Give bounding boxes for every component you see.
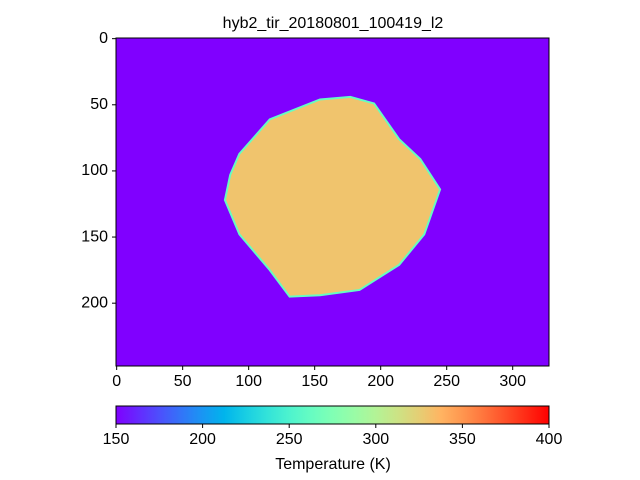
y-tick-label: 150 — [81, 228, 108, 245]
x-tick-label: 200 — [367, 373, 394, 390]
colorbar — [115, 405, 550, 425]
y-tick-label: 0 — [99, 30, 108, 47]
y-tick-label: 50 — [90, 96, 108, 113]
y-tick-label: 100 — [81, 162, 108, 179]
colorbar-tick-label: 250 — [276, 431, 303, 448]
x-tick-label: 0 — [112, 373, 121, 390]
y-tick-label: 200 — [81, 294, 108, 311]
colorbar-tick-label: 200 — [189, 431, 216, 448]
x-tick-label: 250 — [433, 373, 460, 390]
x-tick-label: 300 — [499, 373, 526, 390]
x-tick-label: 150 — [301, 373, 328, 390]
x-tick-label: 100 — [235, 373, 262, 390]
object-outline — [223, 95, 442, 298]
colorbar-label: Temperature (K) — [275, 456, 391, 473]
chart-title: hyb2_tir_20180801_100419_l2 — [223, 15, 444, 32]
colorbar-tick-label: 150 — [103, 431, 130, 448]
colorbar-tick-label: 300 — [362, 431, 389, 448]
x-tick-label: 50 — [174, 373, 192, 390]
colorbar-tick-label: 350 — [449, 431, 476, 448]
axes-frame — [115, 37, 550, 367]
colorbar-tick-label: 400 — [536, 431, 563, 448]
